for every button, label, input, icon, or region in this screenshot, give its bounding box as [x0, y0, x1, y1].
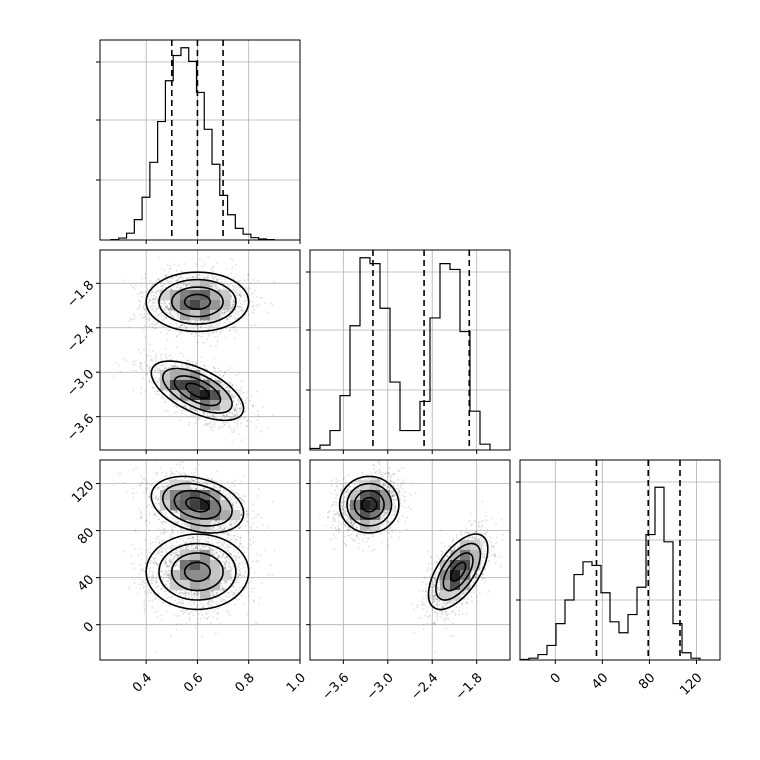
contour-ellipse: [150, 360, 245, 422]
contour-ellipse: [346, 482, 393, 527]
panel-1-0-frame: [99, 249, 301, 451]
contour-ellipse: [158, 278, 237, 325]
x-tick-label: 0: [548, 670, 564, 686]
contour-ellipse: [185, 382, 210, 399]
contour-ellipse: [361, 496, 378, 513]
y-tick-label: −2.4: [64, 322, 97, 355]
hist-0-frame: [99, 39, 301, 241]
contour-ellipse: [427, 533, 489, 611]
x-tick-label: 0.8: [233, 670, 258, 695]
y-tick-label: 80: [75, 525, 97, 547]
x-tick-label: 120: [677, 670, 705, 698]
x-tick-label: 40: [589, 670, 611, 692]
x-tick-label: 80: [636, 670, 658, 692]
contour-ellipse: [173, 489, 222, 520]
contour-ellipse: [145, 271, 250, 333]
hist-2-grid: [520, 460, 720, 660]
contour-ellipse: [442, 552, 474, 592]
y-tick-label: 120: [69, 478, 97, 506]
x-tick-label: 0.4: [130, 670, 155, 695]
contour-ellipse: [183, 293, 212, 311]
y-tick-label: 0: [81, 619, 97, 635]
contour-ellipse: [185, 496, 210, 513]
histogram-1-steps: [309, 257, 491, 450]
contour-ellipse: [183, 561, 212, 582]
contour-ellipse: [170, 286, 224, 318]
y-tick-label: −3.6: [64, 411, 97, 444]
contour-ellipse: [158, 542, 237, 601]
hist-1-grid: [310, 250, 510, 450]
contour-ellipse: [353, 489, 385, 520]
panel-2-1-frame: [309, 459, 511, 661]
x-tick-label: −3.6: [319, 670, 352, 703]
x-tick-label: −3.0: [364, 670, 397, 703]
contour-ellipse: [150, 475, 245, 534]
y-tick-label: 40: [75, 572, 97, 594]
x-tick-label: −1.8: [453, 670, 486, 703]
panel-2-0-contours: [145, 475, 250, 611]
contour-ellipse: [173, 375, 222, 407]
contour-ellipse: [162, 367, 233, 414]
hist-0-grid: [100, 40, 300, 240]
x-tick-label: 0.6: [181, 670, 206, 695]
panel-2-0-frame: [99, 459, 301, 661]
contour-ellipse: [162, 482, 233, 527]
contour-ellipse: [170, 552, 224, 592]
contour-ellipse: [449, 561, 467, 582]
panel-2-1-grid: [310, 460, 510, 660]
contour-ellipse: [145, 533, 250, 611]
histogram-2-steps: [519, 486, 701, 661]
y-tick-label: −1.8: [64, 278, 97, 311]
contour-ellipse: [435, 542, 482, 601]
hist-1-frame: [309, 249, 511, 451]
contour-ellipse: [338, 475, 400, 534]
x-tick-label: −2.4: [408, 670, 441, 703]
hist-2-frame: [519, 459, 721, 661]
panel-2-1-contours: [338, 475, 489, 611]
panel-1-0-contours: [145, 271, 250, 422]
x-tick-label: 1.0: [284, 670, 309, 695]
y-tick-label: −3.0: [64, 367, 97, 400]
histogram-0-steps: [110, 47, 275, 241]
